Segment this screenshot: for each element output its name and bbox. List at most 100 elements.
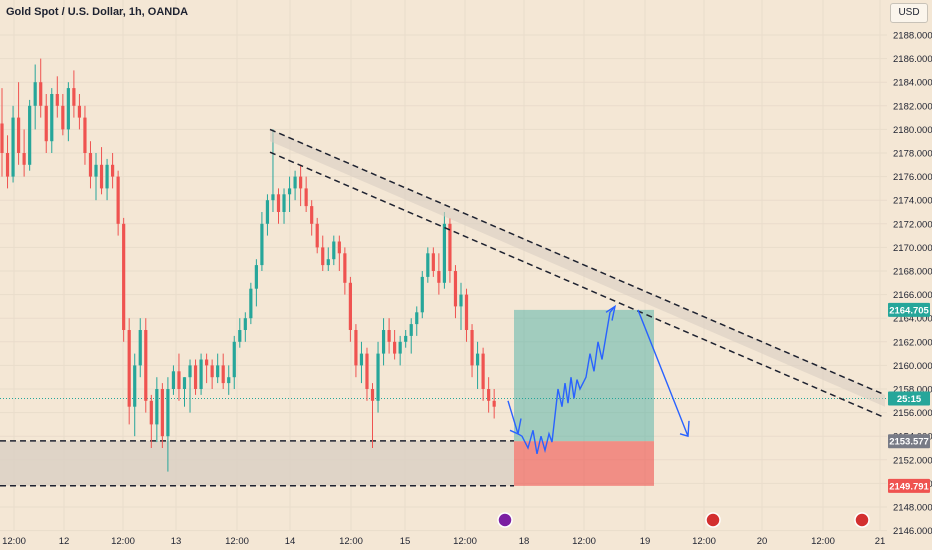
- stop-loss-zone: [514, 441, 654, 486]
- candle-body: [210, 365, 214, 378]
- candle-body: [116, 176, 120, 224]
- candle-body: [287, 188, 292, 195]
- candle-body: [193, 365, 198, 389]
- candle-body: [171, 371, 176, 389]
- candle-body: [16, 117, 21, 153]
- candle-body: [188, 365, 192, 378]
- x-tick-label: 12:00: [453, 536, 477, 547]
- candle-body: [182, 377, 187, 389]
- candle-body: [293, 176, 297, 189]
- price-tag-label: 2164.705: [889, 305, 929, 316]
- event-marker-us: [705, 512, 721, 528]
- candle-body: [44, 105, 48, 142]
- y-tick-label: 2186.000: [893, 54, 932, 65]
- candle-body: [160, 389, 164, 437]
- candle-body: [265, 200, 270, 224]
- x-tick-label: 14: [285, 536, 296, 547]
- candle-body: [0, 123, 4, 153]
- candle-body: [453, 271, 458, 307]
- y-tick-label: 2146.000: [893, 526, 932, 537]
- y-tick-label: 2166.000: [893, 290, 932, 301]
- price-tag-bg: [888, 434, 930, 449]
- trendline-channel: [270, 129, 885, 407]
- candle-body: [243, 318, 247, 330]
- candle-body: [354, 330, 358, 366]
- time-axis[interactable]: 12:00 12 12:00 13 12:00 14 12:00 15 12:00 18 12:00…: [2, 512, 886, 547]
- candle-body: [459, 294, 463, 307]
- price-tag-label: 25:15: [897, 394, 922, 405]
- candle-body: [55, 94, 59, 106]
- candle-body: [420, 276, 424, 313]
- y-tick-label: 2188.000: [893, 31, 932, 42]
- price-tag-bg: [888, 302, 930, 317]
- candle-body: [33, 82, 37, 106]
- candle-body: [260, 223, 264, 266]
- drawings[interactable]: [269, 128, 886, 486]
- candle-body: [348, 282, 352, 330]
- candles: [0, 58, 496, 472]
- x-tick-label: 12:00: [111, 536, 135, 547]
- candle-body: [470, 330, 474, 366]
- x-tick-label: 12:00: [811, 536, 835, 547]
- candle-body: [393, 341, 397, 354]
- candle-body: [61, 105, 65, 130]
- candle-body: [249, 288, 253, 319]
- candle-body: [138, 330, 142, 366]
- y-tick-label: 2160.000: [893, 361, 932, 372]
- x-tick-label: 15: [400, 536, 411, 547]
- candle-body: [404, 335, 408, 342]
- candle-body: [487, 389, 491, 401]
- event-marker-us-circle: [705, 512, 721, 528]
- price-tags: 2164.705 25:15 2153.577 2149.791: [888, 302, 930, 493]
- candle-body: [144, 330, 148, 401]
- trendline-upper: [269, 128, 886, 396]
- y-tick-label: 2170.000: [893, 243, 932, 254]
- candle-body: [387, 330, 391, 342]
- candle-body: [321, 247, 325, 266]
- candle-body: [238, 330, 242, 342]
- event-marker-lightning: [497, 512, 513, 528]
- price-axis[interactable]: 2188.000 2186.000 2184.000 2182.000 2180.000…: [887, 0, 932, 550]
- candle-body: [271, 194, 275, 201]
- y-tick-label: 2174.000: [893, 196, 932, 207]
- x-tick-label: 12:00: [692, 536, 716, 547]
- x-tick-label: 21: [875, 536, 886, 547]
- candle-body: [105, 164, 109, 189]
- y-tick-label: 2176.000: [893, 172, 932, 183]
- support-zone-rect: [0, 440, 514, 486]
- candle-body: [216, 365, 220, 378]
- price-tag-bg: [888, 478, 930, 493]
- price-tag: 2149.791: [888, 478, 930, 493]
- currency-button[interactable]: USD: [890, 3, 928, 23]
- price-tag: 2164.705: [888, 302, 930, 317]
- candle-body: [39, 82, 43, 106]
- x-tick-label: 12:00: [339, 536, 363, 547]
- candle-body: [310, 206, 314, 224]
- candle-body: [343, 253, 347, 283]
- x-tick-label: 12:00: [572, 536, 596, 547]
- y-tick-label: 2152.000: [893, 455, 932, 466]
- candle-body: [133, 365, 137, 407]
- candle-body: [77, 105, 82, 118]
- candle-body: [254, 265, 258, 289]
- candle-body: [332, 241, 336, 260]
- x-tick-label: 13: [171, 536, 182, 547]
- support-zone: [0, 397, 887, 487]
- y-tick-label: 2178.000: [893, 149, 932, 160]
- x-tick-label: 12:00: [225, 536, 249, 547]
- price-tag-bg: [888, 391, 930, 406]
- event-marker-lightning-circle: [497, 512, 513, 528]
- candle-body: [66, 88, 70, 130]
- candle-body: [221, 365, 225, 384]
- price-tag-label: 2149.791: [889, 481, 929, 492]
- projection-path: [507, 305, 616, 455]
- event-marker-us-circle: [854, 512, 870, 528]
- x-tick-label: 12: [59, 536, 70, 547]
- candle-body: [22, 153, 26, 165]
- x-tick-label: 20: [757, 536, 768, 547]
- candle-body: [492, 400, 496, 407]
- candle-body: [72, 88, 76, 106]
- x-tick-label: 19: [640, 536, 651, 547]
- candle-body: [398, 341, 402, 354]
